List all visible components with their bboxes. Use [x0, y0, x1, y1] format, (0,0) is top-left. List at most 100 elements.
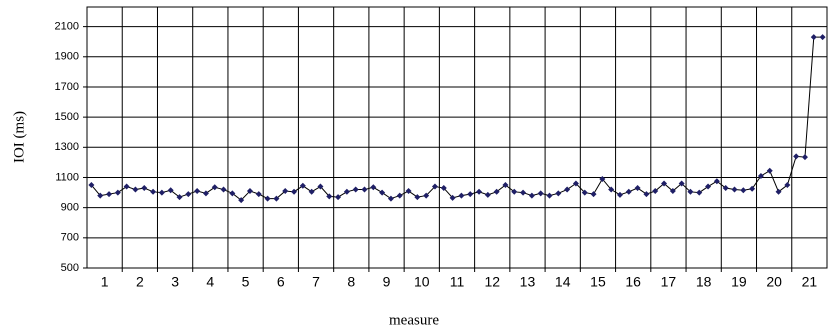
data-point — [132, 186, 139, 193]
data-point — [449, 194, 456, 201]
data-point — [229, 190, 236, 197]
data-point — [97, 192, 104, 199]
data-point — [652, 188, 659, 195]
data-point — [810, 34, 817, 41]
data-point — [282, 188, 289, 195]
data-point — [308, 188, 315, 195]
data-point — [757, 172, 764, 179]
data-point — [502, 182, 509, 189]
x-tick-label: 10 — [414, 274, 430, 290]
data-point — [238, 197, 245, 204]
data-point — [484, 191, 491, 198]
y-tick-label: 700 — [61, 232, 79, 244]
data-point — [722, 185, 729, 192]
data-point — [176, 194, 183, 201]
x-tick-label: 17 — [661, 274, 677, 290]
data-point — [379, 189, 386, 196]
data-point — [317, 183, 324, 190]
x-tick-label: 1 — [101, 274, 109, 290]
data-point — [678, 180, 685, 187]
data-point — [581, 189, 588, 196]
data-point — [114, 189, 121, 196]
x-tick-label: 8 — [347, 274, 355, 290]
x-tick-label: 20 — [766, 274, 782, 290]
data-point — [185, 191, 192, 198]
plot-frame — [86, 6, 828, 269]
data-point — [705, 183, 712, 190]
data-point — [555, 190, 562, 197]
x-axis-label: measure — [389, 312, 439, 328]
data-point — [202, 190, 209, 197]
data-point — [440, 185, 447, 192]
x-tick-label: 19 — [731, 274, 747, 290]
y-tick-label: 1300 — [55, 141, 79, 153]
data-point — [246, 188, 253, 195]
data-point — [88, 182, 95, 189]
data-point — [405, 188, 412, 195]
x-tick-label: 6 — [277, 274, 285, 290]
data-point — [511, 188, 518, 195]
data-point — [467, 191, 474, 198]
data-point — [564, 186, 571, 193]
data-point — [819, 34, 826, 41]
data-point — [749, 185, 756, 192]
x-tick-label: 3 — [171, 274, 179, 290]
data-point — [793, 153, 800, 160]
y-tick-label: 2100 — [55, 21, 79, 33]
data-point — [326, 193, 333, 200]
data-point — [766, 167, 773, 174]
data-point — [590, 191, 597, 198]
data-point — [687, 188, 694, 195]
y-tick-label: 900 — [61, 202, 79, 214]
data-point — [273, 195, 280, 202]
y-tick-label: 1900 — [55, 51, 79, 63]
y-tick-label: 1100 — [55, 171, 79, 183]
data-point — [784, 182, 791, 189]
data-point — [643, 191, 650, 198]
x-tick-label: 12 — [484, 274, 500, 290]
data-point — [616, 191, 623, 198]
data-point — [713, 178, 720, 185]
data-point — [740, 187, 747, 194]
y-tick-label: 500 — [61, 262, 79, 274]
data-point — [211, 184, 218, 191]
data-point — [343, 188, 350, 195]
data-point — [572, 180, 579, 187]
data-point — [167, 187, 174, 194]
data-point — [361, 186, 368, 193]
x-tick-label: 18 — [696, 274, 712, 290]
data-point — [528, 192, 535, 199]
x-tick-label: 15 — [590, 274, 606, 290]
data-point — [335, 194, 342, 201]
data-point — [264, 195, 271, 202]
data-point — [546, 192, 553, 199]
data-point — [775, 188, 782, 195]
x-tick-label: 9 — [383, 274, 391, 290]
data-point — [801, 154, 808, 161]
series-line — [91, 36, 823, 201]
data-point — [387, 195, 394, 202]
x-tick-label: 11 — [450, 274, 465, 290]
x-tick-label: 14 — [555, 274, 571, 290]
y-axis-label: IOI (ms) — [11, 111, 27, 163]
data-point — [431, 183, 438, 190]
data-point — [291, 188, 298, 195]
data-point — [537, 190, 544, 197]
data-point — [414, 194, 421, 201]
data-point — [661, 180, 668, 187]
data-point — [150, 188, 157, 195]
x-tick-label: 5 — [242, 274, 250, 290]
x-tick-label: 4 — [206, 274, 214, 290]
data-point — [220, 186, 227, 193]
data-point — [123, 183, 130, 190]
data-point — [625, 188, 632, 195]
data-point — [194, 188, 201, 195]
data-point — [370, 184, 377, 191]
data-point — [158, 189, 165, 196]
data-point — [458, 192, 465, 199]
y-tick-label: 1700 — [55, 81, 79, 93]
data-point — [352, 186, 359, 193]
x-tick-label: 2 — [136, 274, 144, 290]
data-point — [520, 189, 527, 196]
